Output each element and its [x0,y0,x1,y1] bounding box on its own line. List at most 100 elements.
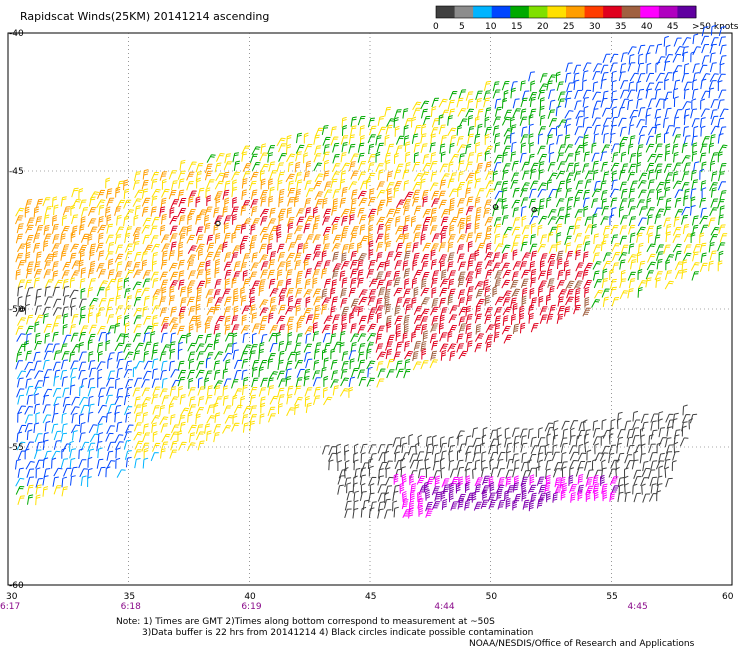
wind-barb [114,206,122,216]
wind-barb [456,125,463,136]
wind-barb [294,252,302,263]
wind-barb [241,358,249,369]
wind-barb [645,114,651,126]
wind-barb [700,207,707,218]
wind-barb [637,287,643,298]
wind-barb [574,217,582,227]
wind-barb [386,334,395,345]
wind-barb [656,251,664,261]
wind-barb [609,286,617,297]
wind-barb [422,330,428,342]
wind-barb [357,142,365,153]
wind-barb [664,91,673,102]
wind-barb [313,386,321,397]
wind-barb [276,231,282,243]
wind-barb [626,445,635,455]
wind-barb [457,207,464,218]
wind-barb [600,180,607,191]
wind-barb [242,422,249,433]
wind-barb [295,172,302,183]
contamination-circle [531,206,537,213]
wind-barb [52,215,58,226]
wind-barb [504,437,511,448]
wind-barb [69,457,76,469]
wind-barb [719,190,727,200]
wind-barb [636,232,643,243]
wind-barb [719,44,727,55]
wind-barb [231,186,238,198]
wind-barb [78,341,84,353]
wind-barb [385,304,392,315]
wind-barb [385,476,394,486]
wind-barb [142,457,149,469]
wind-barb [619,181,627,192]
wind-barb [465,108,474,118]
wind-barb [107,278,117,288]
wind-barb [341,162,351,172]
wind-barb [116,367,123,379]
wind-barb [42,414,52,424]
wind-barb [521,452,528,463]
wind-barb [539,253,548,263]
wind-barb [699,143,708,153]
wind-barb [52,270,59,281]
wind-barb [655,88,662,99]
wind-barb [294,161,301,173]
wind-barb [710,24,717,36]
wind-barb [393,181,402,190]
wind-barb [295,351,301,362]
legend-label: 0 [433,22,439,32]
wind-barb [520,108,527,119]
wind-barb [350,250,357,261]
wind-barb [160,323,169,333]
wind-barb [295,288,303,298]
wind-barb [161,332,168,343]
wind-barb [482,475,490,486]
wind-barb [240,351,248,361]
time-label: 4:45 [627,602,647,612]
wind-barb [143,295,150,307]
wind-barb [560,461,568,471]
wind-barb [637,62,645,73]
wind-barb [656,56,666,65]
wind-barb [43,323,52,333]
wind-barb [178,178,185,189]
wind-barb [485,188,495,198]
wind-barb [438,199,447,209]
wind-barb [673,216,680,227]
wind-barb [116,358,124,369]
wind-barb [411,277,418,289]
wind-barb [474,169,480,181]
wind-barb [479,442,486,454]
wind-barb [323,315,333,325]
wind-barb [639,453,646,464]
wind-barb [98,269,106,279]
wind-barb [260,334,268,345]
wind-barb [385,159,391,171]
wind-barb [425,501,433,512]
wind-barb [88,312,93,324]
wind-barb [422,209,432,218]
wind-barb [133,422,142,432]
wind-barb [114,271,123,281]
wind-barb [691,179,699,190]
wind-barb [458,153,465,164]
wind-barb [627,89,636,99]
wind-barb [484,217,494,227]
wind-barb [483,90,491,101]
wind-barb [690,196,696,208]
wind-barb [323,189,333,199]
wind-barb [304,351,311,362]
wind-barb [456,244,464,254]
wind-barb [151,305,161,315]
wind-barb [35,412,41,423]
wind-barb [574,233,583,243]
wind-barb [609,491,616,502]
wind-barb [222,189,230,200]
wind-barb [609,132,616,144]
wind-barb [619,136,629,146]
wind-barb [62,261,71,271]
wind-barb [186,442,196,452]
wind-barb [415,442,420,454]
wind-barb [116,180,124,191]
